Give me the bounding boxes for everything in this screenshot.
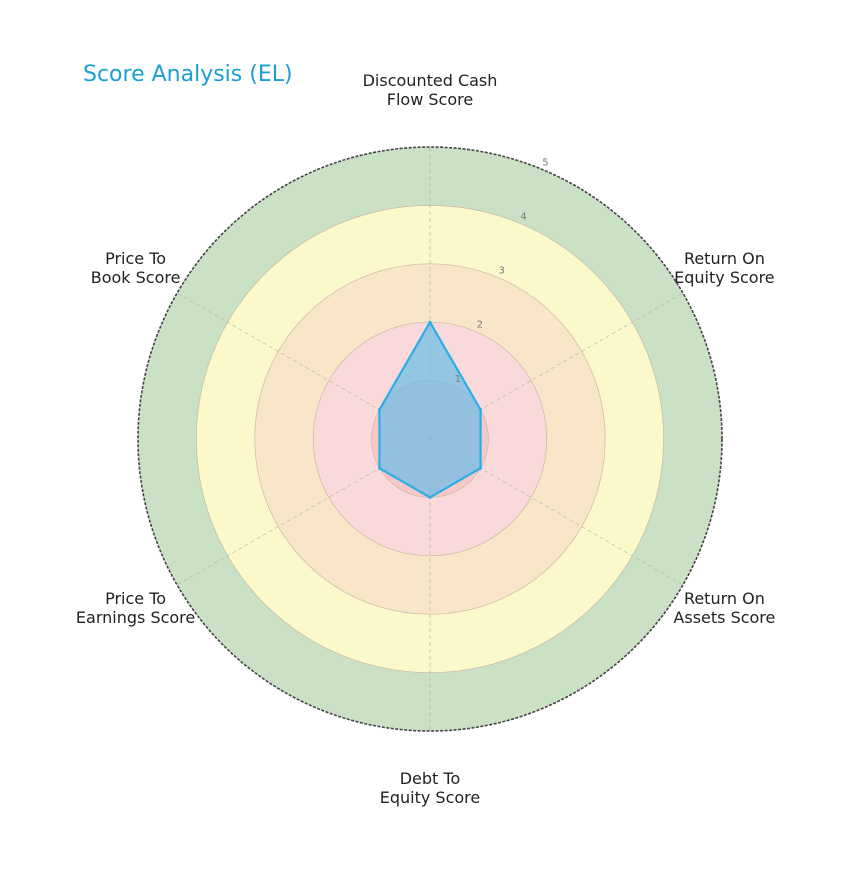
- axis-label-line: Equity Score: [674, 268, 775, 287]
- tick-labels: 1 2 3 4 5: [455, 157, 549, 385]
- chart-title: Score Analysis (EL): [83, 62, 293, 87]
- data-point: [377, 466, 381, 470]
- axis-label-line: Earnings Score: [76, 608, 195, 627]
- tick-label: 3: [498, 266, 504, 277]
- axis-label-line: Assets Score: [673, 608, 775, 627]
- tick-label: 4: [520, 211, 526, 222]
- axis-label-line: Book Score: [91, 268, 181, 287]
- axis-label-line: Return On: [684, 589, 765, 608]
- axis-label-line: Debt To: [400, 769, 461, 788]
- axis-label-line: Price To: [105, 249, 166, 268]
- data-point: [479, 408, 483, 412]
- axis-label-line: Equity Score: [380, 788, 481, 807]
- data-series: [377, 320, 483, 499]
- axis-label-line: Discounted Cash: [363, 71, 498, 90]
- data-point: [479, 466, 483, 470]
- data-point: [377, 408, 381, 412]
- grid-ring-5: [137, 146, 723, 732]
- tick-label: 1: [455, 374, 461, 385]
- tick-label: 5: [542, 157, 548, 168]
- data-point: [428, 495, 432, 499]
- radial-grid: [137, 146, 723, 732]
- tick-label: 2: [477, 320, 483, 331]
- axis-label-line: Flow Score: [387, 90, 473, 109]
- data-point: [428, 320, 432, 324]
- axis-label-line: Return On: [684, 249, 765, 268]
- axis-label-line: Price To: [105, 589, 166, 608]
